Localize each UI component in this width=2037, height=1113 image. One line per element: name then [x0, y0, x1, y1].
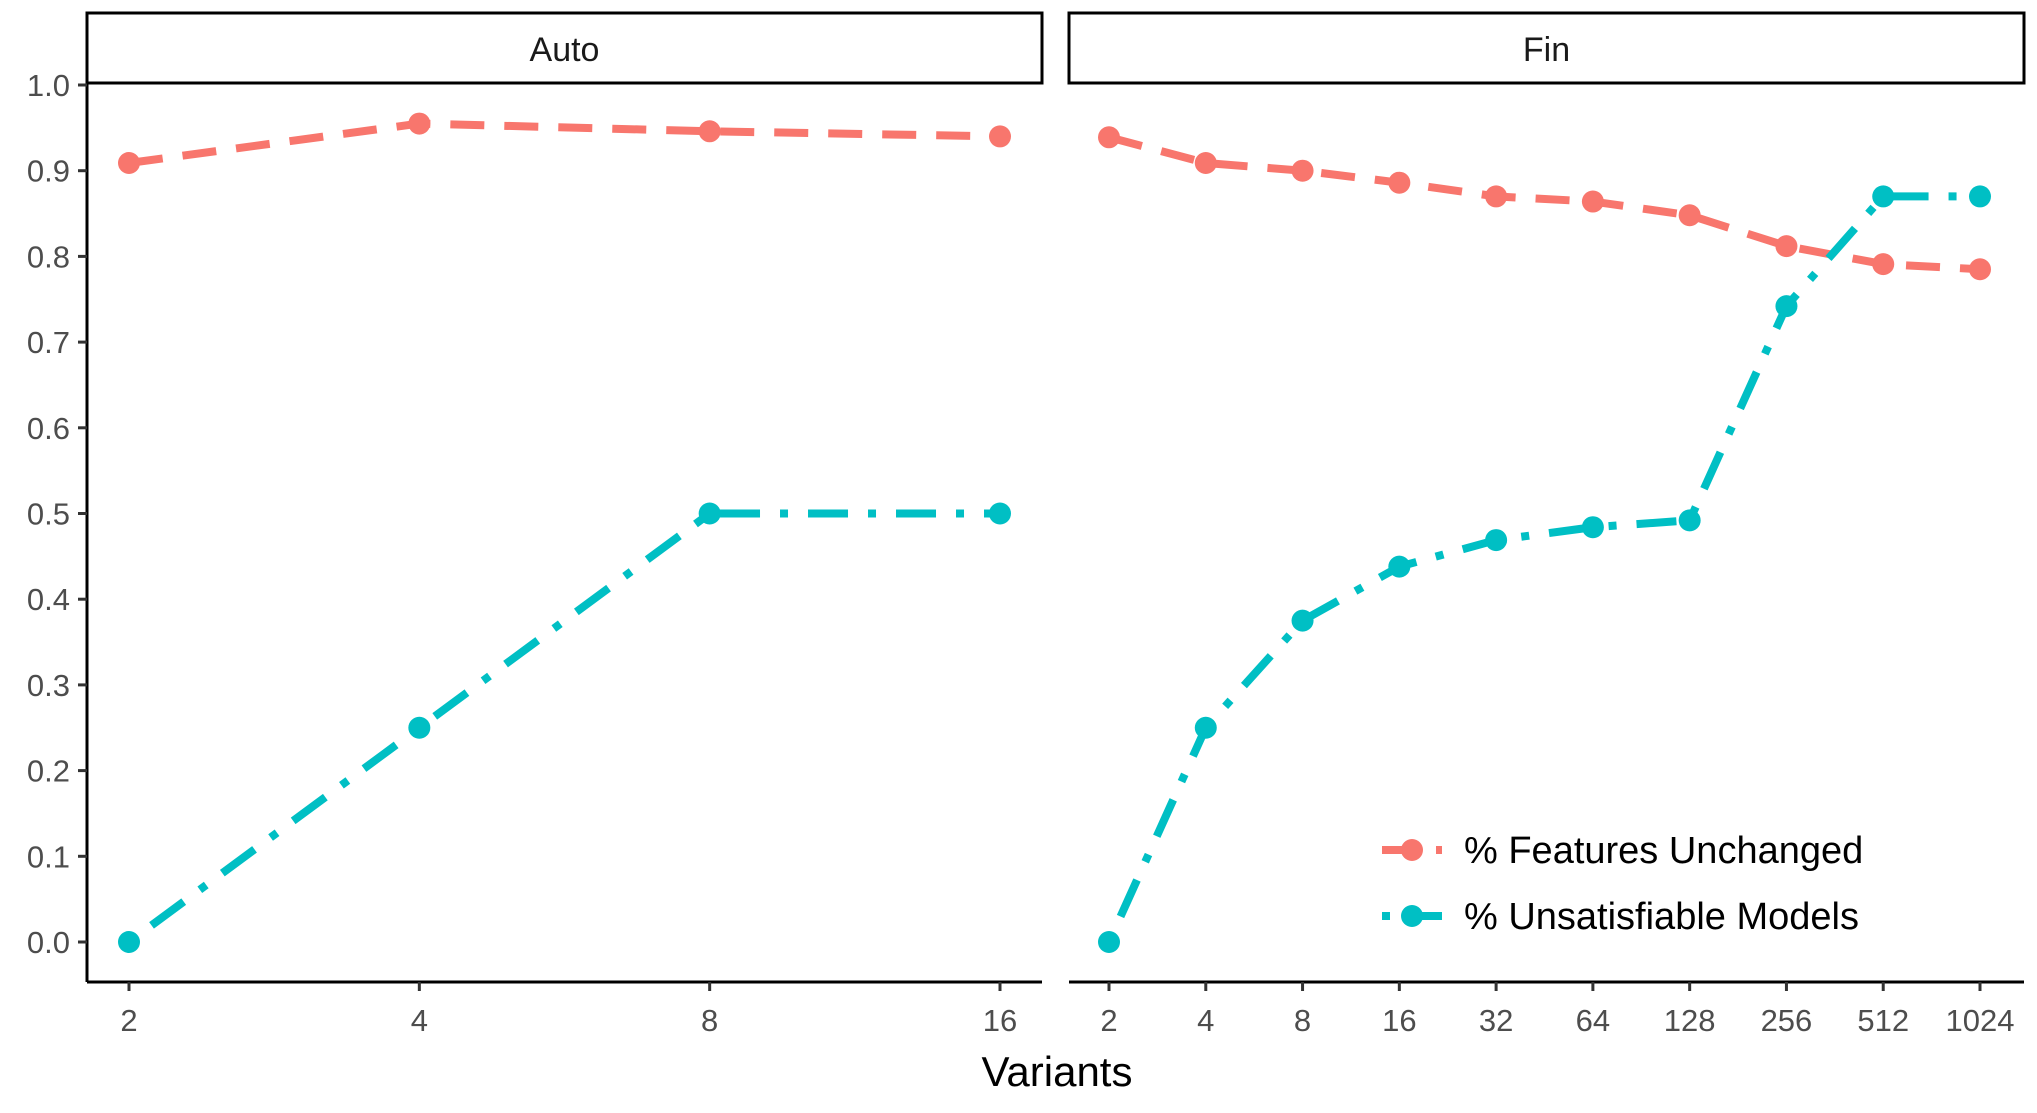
data-point	[1485, 529, 1508, 552]
data-point	[1581, 516, 1604, 539]
data-point	[118, 931, 140, 953]
series-line-unsatisfiable-models	[126, 509, 1000, 946]
y-tick-label: 0.6	[27, 411, 70, 446]
legend: % Features Unchanged % Unsatisfiable Mode…	[1382, 830, 1863, 938]
data-point	[1388, 555, 1411, 578]
x-tick-label: 2	[1100, 1003, 1117, 1038]
data-point	[698, 120, 721, 143]
panel-fin: Fin 2 4 8 16 32 64 128 256 512 1024	[1067, 11, 2026, 1038]
x-tick-label: 256	[1761, 1003, 1813, 1038]
x-tick-label: 512	[1857, 1003, 1909, 1038]
x-tick-label: 128	[1664, 1003, 1716, 1038]
data-point	[1194, 151, 1217, 174]
x-tick-label: 16	[983, 1003, 1017, 1038]
legend-key-point	[1401, 839, 1423, 861]
y-tick-label: 0.8	[27, 239, 70, 274]
data-point	[1678, 509, 1701, 532]
data-point	[1775, 235, 1798, 258]
data-point	[1969, 185, 1991, 208]
data-point	[408, 716, 431, 739]
data-point	[989, 125, 1011, 148]
data-point	[1098, 931, 1120, 953]
x-tick-label: 8	[1294, 1003, 1311, 1038]
data-point	[1485, 185, 1508, 208]
x-tick-label: 4	[1197, 1003, 1214, 1038]
data-point	[698, 502, 721, 525]
data-point	[1098, 126, 1120, 149]
panel-title: Fin	[1523, 31, 1570, 69]
y-tick-label: 0.7	[27, 325, 70, 360]
data-point	[1678, 204, 1701, 227]
y-tick-label: 0.1	[27, 839, 70, 874]
data-point	[118, 151, 140, 174]
y-tick-label: 1.0	[27, 68, 70, 103]
data-point	[1872, 185, 1895, 208]
y-tick-label: 0.3	[27, 668, 70, 703]
legend-label: % Unsatisfiable Models	[1464, 896, 1859, 938]
panel-strip	[85, 11, 1044, 85]
data-point	[1775, 295, 1798, 318]
data-point	[1872, 253, 1895, 276]
panel-title: Auto	[530, 31, 600, 69]
x-tick-label: 2	[120, 1003, 137, 1038]
legend-item: % Unsatisfiable Models	[1382, 896, 1859, 938]
panel-strip	[1067, 11, 2026, 85]
data-point	[1388, 171, 1411, 194]
y-axis: 0.0 0.1 0.2 0.3 0.4 0.5 0.6 0.7 0.8 0.9 1.0	[27, 68, 89, 982]
legend-item: % Features Unchanged	[1382, 830, 1863, 872]
data-point	[989, 502, 1011, 525]
x-tick-label: 16	[1382, 1003, 1416, 1038]
data-point	[408, 112, 431, 135]
x-tick-label: 4	[411, 1003, 428, 1038]
panel-auto: Auto 2 4 8 16	[85, 11, 1044, 1038]
y-tick-label: 0.0	[27, 925, 70, 960]
x-tick-label: 64	[1576, 1003, 1610, 1038]
x-tick-label: 32	[1479, 1003, 1513, 1038]
data-point	[1194, 716, 1217, 739]
data-point	[1969, 258, 1991, 281]
x-axis-title: Variants	[982, 1048, 1133, 1095]
series-line-features-unchanged	[1107, 133, 1981, 274]
series-line-unsatisfiable-models	[1105, 192, 1980, 944]
x-tick-label: 8	[701, 1003, 718, 1038]
series-line-features-unchanged	[128, 119, 1001, 167]
y-tick-label: 0.2	[27, 754, 70, 789]
data-point	[1291, 609, 1314, 632]
legend-label: % Features Unchanged	[1464, 830, 1863, 872]
data-point	[1291, 159, 1314, 182]
x-tick-label: 1024	[1946, 1003, 2015, 1038]
data-point	[1581, 190, 1604, 213]
y-tick-label: 0.5	[27, 497, 70, 532]
legend-key-point	[1401, 905, 1423, 927]
y-tick-label: 0.4	[27, 582, 70, 617]
y-tick-label: 0.9	[27, 154, 70, 189]
